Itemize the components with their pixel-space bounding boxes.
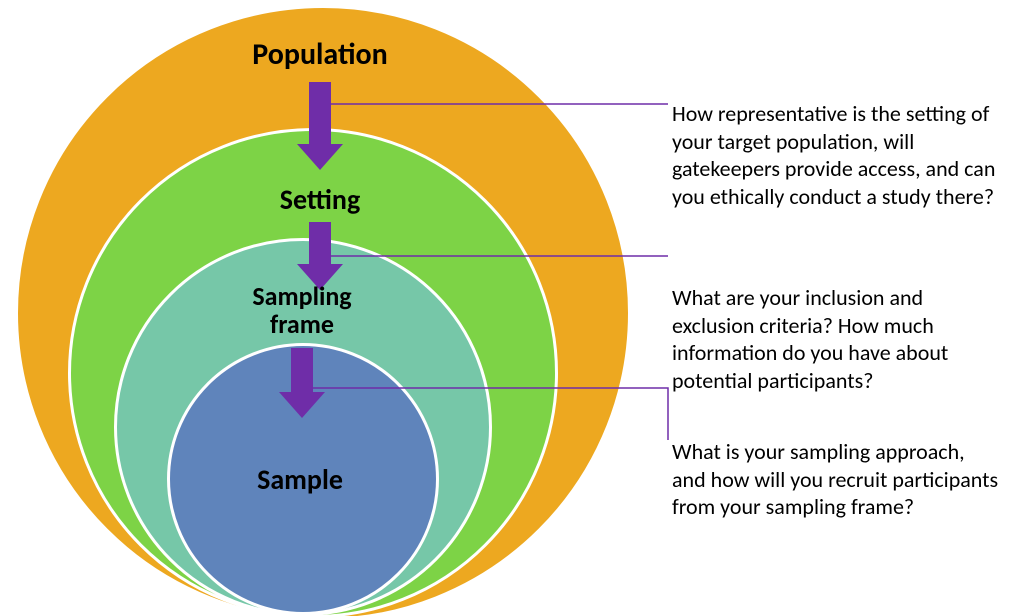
label-setting: Setting: [170, 185, 470, 216]
diagram-stage: Population Setting Sampling frame Sample…: [0, 0, 1024, 616]
label-population: Population: [170, 38, 470, 71]
label-sampling-frame-line1: Sampling: [252, 280, 351, 312]
label-sampling-frame-line2: frame: [270, 308, 334, 340]
label-sampling-frame: Sampling frame: [152, 282, 452, 339]
label-sample: Sample: [150, 465, 450, 496]
annotation-sample: What is your sampling approach, and how …: [672, 438, 1002, 521]
annotation-sampling-frame: What are your inclusion and exclusion cr…: [672, 284, 1002, 394]
annotation-setting: How representative is the setting of you…: [672, 100, 1002, 210]
